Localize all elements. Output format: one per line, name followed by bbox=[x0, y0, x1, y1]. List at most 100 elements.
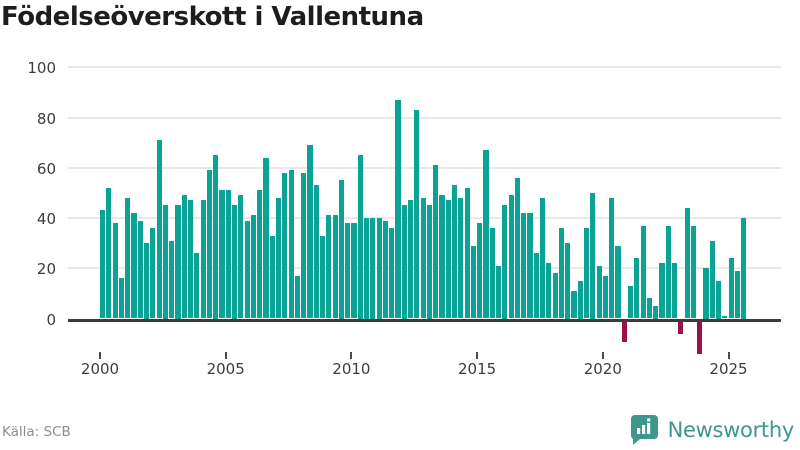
bar bbox=[351, 223, 357, 319]
bar bbox=[539, 197, 546, 319]
bar bbox=[395, 99, 401, 319]
newsworthy-icon bbox=[630, 415, 658, 445]
x-tick bbox=[476, 352, 479, 359]
gridline bbox=[68, 66, 781, 69]
bar bbox=[646, 298, 652, 319]
bar bbox=[583, 228, 590, 319]
x-tick bbox=[224, 352, 227, 359]
bar bbox=[483, 150, 489, 319]
bar bbox=[175, 205, 181, 319]
bar bbox=[514, 177, 520, 319]
bar bbox=[621, 321, 627, 342]
bar bbox=[458, 197, 464, 319]
bar bbox=[414, 109, 420, 319]
y-axis-label: 100 bbox=[27, 59, 56, 78]
bar bbox=[634, 258, 640, 319]
bar bbox=[665, 225, 671, 319]
bar bbox=[433, 165, 439, 319]
bar bbox=[187, 200, 194, 319]
bar bbox=[722, 315, 728, 319]
bar bbox=[407, 200, 414, 319]
bar bbox=[269, 235, 275, 319]
bar bbox=[565, 243, 571, 319]
bar bbox=[627, 285, 634, 319]
bar bbox=[225, 190, 231, 319]
bar bbox=[275, 197, 282, 319]
bar bbox=[106, 187, 112, 319]
bar bbox=[357, 155, 363, 319]
plot-area: 0 20 40 60 80 100 2000 2005 2010 2015 2020 2025 bbox=[27, 59, 781, 378]
bar bbox=[709, 240, 715, 319]
bar bbox=[219, 190, 225, 319]
bar bbox=[376, 218, 382, 319]
x-axis-label: 2000 bbox=[80, 360, 120, 378]
x-tick bbox=[601, 352, 604, 359]
bar bbox=[495, 265, 502, 319]
bar bbox=[169, 240, 175, 319]
bar bbox=[546, 263, 552, 319]
bar bbox=[363, 218, 370, 319]
bar bbox=[521, 212, 527, 319]
bar bbox=[213, 155, 219, 319]
gridline bbox=[68, 166, 781, 169]
bar bbox=[194, 253, 200, 319]
bar bbox=[181, 195, 187, 319]
y-axis-label: 60 bbox=[36, 159, 56, 178]
bar bbox=[533, 253, 539, 319]
bar bbox=[131, 212, 137, 319]
y-axis-label: 40 bbox=[36, 210, 56, 228]
bar bbox=[389, 228, 395, 319]
bar bbox=[734, 270, 740, 319]
x-axis-label: 2005 bbox=[206, 360, 245, 378]
bar bbox=[263, 157, 269, 319]
bar bbox=[257, 190, 263, 319]
bar bbox=[439, 195, 445, 319]
bar bbox=[477, 223, 483, 319]
bar bbox=[690, 225, 696, 319]
bar bbox=[313, 185, 319, 319]
bar bbox=[470, 245, 476, 319]
bar bbox=[125, 197, 131, 319]
bar bbox=[420, 197, 426, 319]
bar bbox=[552, 273, 558, 319]
bar bbox=[382, 220, 388, 319]
bar bbox=[671, 263, 678, 319]
bar bbox=[527, 212, 533, 319]
x-axis-label: 2010 bbox=[332, 360, 371, 378]
bar bbox=[558, 228, 564, 319]
bar bbox=[250, 215, 257, 319]
bar bbox=[288, 170, 294, 319]
bar bbox=[445, 200, 451, 319]
bar bbox=[238, 195, 244, 319]
bar bbox=[615, 245, 621, 319]
bar bbox=[332, 215, 338, 319]
zero-axis-line bbox=[68, 318, 781, 322]
bar bbox=[609, 197, 615, 319]
newsworthy-wordmark: Newsworthy bbox=[667, 418, 795, 442]
x-axis-label: 2015 bbox=[458, 360, 497, 378]
bar bbox=[571, 290, 577, 319]
bar bbox=[741, 218, 747, 319]
bar bbox=[451, 185, 458, 319]
bar bbox=[244, 220, 250, 319]
chart-title: Födelseöverskott i Vallentuna bbox=[1, 2, 424, 32]
gridline bbox=[68, 116, 781, 119]
bar bbox=[659, 263, 665, 319]
bar bbox=[464, 187, 470, 319]
bar bbox=[401, 205, 407, 319]
bar bbox=[137, 220, 143, 319]
bar bbox=[143, 243, 150, 319]
bar bbox=[200, 200, 206, 319]
source-note: Källa: SCB bbox=[2, 424, 71, 440]
bar bbox=[156, 140, 162, 319]
bar bbox=[596, 265, 602, 319]
bar bbox=[118, 278, 125, 319]
x-tick bbox=[99, 352, 101, 359]
bar bbox=[508, 195, 514, 319]
y-axis-label: 80 bbox=[36, 109, 56, 128]
bar bbox=[728, 258, 734, 319]
bar bbox=[282, 172, 288, 319]
bar bbox=[715, 280, 722, 319]
bar bbox=[640, 225, 646, 319]
